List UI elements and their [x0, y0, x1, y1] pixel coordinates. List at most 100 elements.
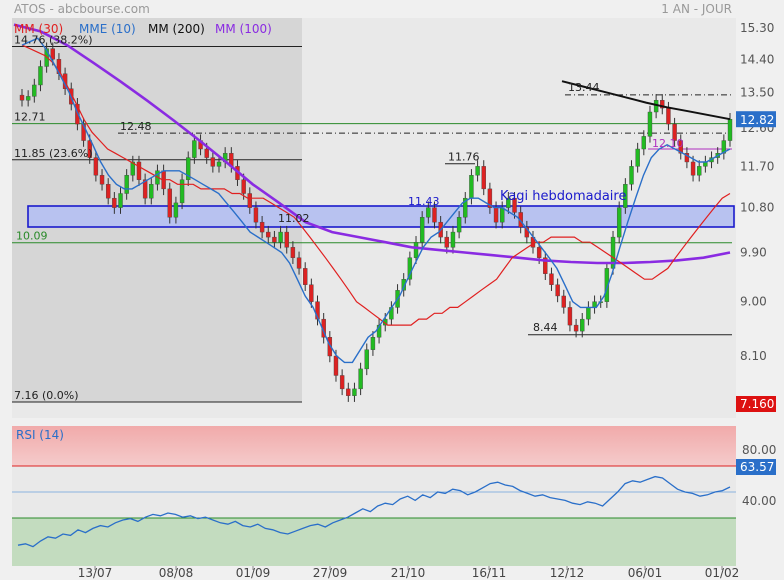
- level-label: 11.76: [448, 151, 480, 164]
- candle-body: [339, 375, 345, 390]
- candle-body: [697, 166, 702, 176]
- min-price-label: 7.160: [740, 397, 774, 411]
- candle-body: [561, 295, 566, 308]
- candle-body: [573, 324, 579, 332]
- candle-body: [426, 207, 431, 218]
- candle-body: [241, 179, 246, 194]
- fib-level-label: 7.16 (0.0%): [14, 389, 79, 402]
- candle-body: [358, 368, 363, 390]
- kagi-band: [27, 205, 735, 228]
- level-label: 11.43: [408, 195, 440, 208]
- candle-body: [666, 107, 671, 125]
- candle-body: [475, 166, 480, 176]
- candle-body: [370, 337, 376, 350]
- x-tick-label: 13/07: [78, 566, 113, 580]
- candle-body: [549, 273, 554, 285]
- candle-body: [592, 301, 597, 308]
- last-price-badge: [736, 111, 776, 128]
- candle-body: [272, 236, 277, 243]
- y-tick-label: 9.00: [740, 295, 767, 309]
- chart-period: 1 AN - JOUR: [661, 2, 732, 16]
- candle-body: [660, 100, 665, 109]
- candle-body: [419, 217, 425, 243]
- candle-body: [266, 231, 271, 238]
- level-label: 12.48: [120, 120, 152, 133]
- y-tick-label: 11.70: [740, 159, 774, 173]
- candle-body: [635, 148, 640, 167]
- x-tick-label: 12/12: [550, 566, 585, 580]
- candle-body: [721, 140, 727, 154]
- candle-body: [309, 284, 314, 302]
- candle-body: [487, 188, 493, 208]
- support-label: 10.09: [16, 230, 48, 243]
- candle-body: [463, 197, 468, 218]
- mm30-line: [21, 44, 731, 326]
- candle-body: [456, 217, 462, 233]
- legend-mm200: MM (200): [148, 22, 205, 36]
- candle-body: [647, 111, 653, 137]
- fib-level-label: 14.76 (38.2%): [14, 34, 93, 47]
- last-price-label: 12.82: [740, 113, 774, 127]
- legend-mme10: MME (10): [79, 22, 136, 36]
- candle-body: [376, 324, 382, 338]
- candle-body: [586, 307, 591, 320]
- y-tick-label: 15.30: [740, 21, 774, 35]
- candle-body: [500, 207, 505, 223]
- x-tick-label: 08/08: [159, 566, 194, 580]
- level-label: 8.44: [533, 321, 558, 334]
- rsi-overbought-band: [12, 426, 736, 466]
- y-tick-label: 9.90: [740, 246, 767, 260]
- candle-body: [216, 161, 222, 167]
- y-tick-label: 10.80: [740, 201, 774, 215]
- candle-body: [727, 119, 733, 141]
- x-tick-label: 06/01: [628, 566, 663, 580]
- level-label: 11.02: [278, 212, 310, 225]
- rsi-line: [17, 475, 731, 548]
- level-label: 12.10: [652, 137, 684, 150]
- candle-body: [25, 96, 31, 101]
- candle-body: [296, 257, 302, 269]
- y-tick-label: 8.10: [740, 349, 767, 363]
- candle-body: [407, 257, 413, 280]
- candle-body: [327, 337, 333, 357]
- candle-body: [210, 157, 216, 167]
- candle-body: [512, 197, 517, 213]
- rsi-tick-label: 40.00: [742, 494, 776, 508]
- candle-body: [32, 84, 37, 97]
- legend-mm100: MM (100): [215, 22, 272, 36]
- candle-body: [136, 161, 142, 180]
- candle-body: [167, 188, 172, 218]
- candle-body: [629, 166, 634, 185]
- y-tick-label: 13.50: [740, 86, 774, 100]
- candle-body: [112, 197, 117, 208]
- candle-body: [684, 153, 690, 163]
- candle-body: [450, 231, 456, 248]
- y-tick-label: 14.40: [740, 52, 774, 66]
- candle-body: [616, 207, 622, 238]
- candle-body: [543, 257, 548, 274]
- legend-mm30: MM (30): [14, 22, 63, 36]
- candle-body: [678, 140, 683, 154]
- candle-body: [99, 175, 105, 185]
- candle-body: [506, 197, 511, 208]
- candle-body: [623, 184, 628, 208]
- candle-body: [93, 157, 99, 176]
- rsi-last-label: 63.57: [740, 460, 774, 474]
- candle-body: [432, 207, 437, 223]
- candle-body: [259, 221, 265, 233]
- candle-body: [284, 231, 289, 248]
- candle-body: [352, 388, 357, 396]
- candle-body: [303, 268, 308, 285]
- candle-body: [580, 318, 585, 332]
- candle-body: [179, 179, 185, 204]
- level-label: 13.44: [568, 81, 600, 94]
- candle-body: [50, 48, 55, 60]
- candle-body: [87, 140, 92, 158]
- candle-body: [555, 284, 560, 297]
- candle-body: [364, 349, 369, 370]
- x-tick-label: 01/02: [705, 566, 740, 580]
- candle-body: [124, 175, 129, 194]
- candle-body: [118, 193, 123, 208]
- fib-level-label: 11.85 (23.6%): [14, 147, 93, 160]
